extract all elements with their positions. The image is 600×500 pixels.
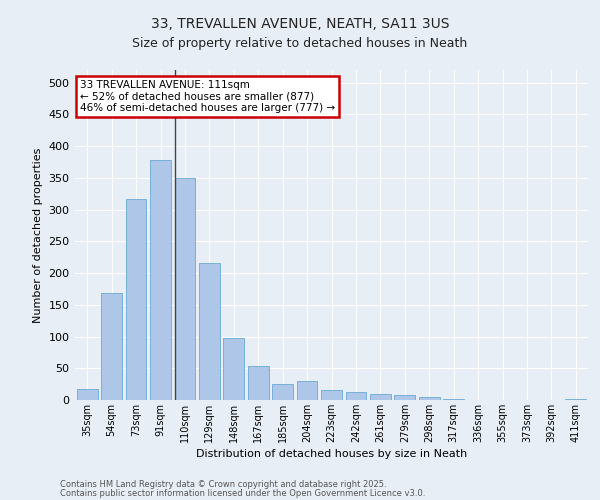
Y-axis label: Number of detached properties: Number of detached properties: [33, 148, 43, 322]
Bar: [125, 199, 146, 400]
Text: Size of property relative to detached houses in Neath: Size of property relative to detached ho…: [133, 38, 467, 51]
Bar: [150, 160, 171, 400]
Bar: [272, 384, 293, 400]
Text: 33, TREVALLEN AVENUE, NEATH, SA11 3US: 33, TREVALLEN AVENUE, NEATH, SA11 3US: [151, 18, 449, 32]
Bar: [223, 338, 244, 400]
Text: 33 TREVALLEN AVENUE: 111sqm
← 52% of detached houses are smaller (877)
46% of se: 33 TREVALLEN AVENUE: 111sqm ← 52% of det…: [80, 80, 335, 113]
Bar: [199, 263, 220, 400]
Bar: [346, 392, 367, 400]
Bar: [370, 394, 391, 400]
Bar: [565, 398, 586, 400]
Bar: [394, 395, 415, 400]
Bar: [248, 366, 269, 400]
Text: Contains HM Land Registry data © Crown copyright and database right 2025.: Contains HM Land Registry data © Crown c…: [60, 480, 386, 489]
Bar: [77, 388, 98, 400]
X-axis label: Distribution of detached houses by size in Neath: Distribution of detached houses by size …: [196, 449, 467, 459]
Bar: [175, 178, 196, 400]
Bar: [321, 390, 342, 400]
Bar: [296, 381, 317, 400]
Bar: [419, 397, 440, 400]
Bar: [101, 294, 122, 400]
Text: Contains public sector information licensed under the Open Government Licence v3: Contains public sector information licen…: [60, 489, 425, 498]
